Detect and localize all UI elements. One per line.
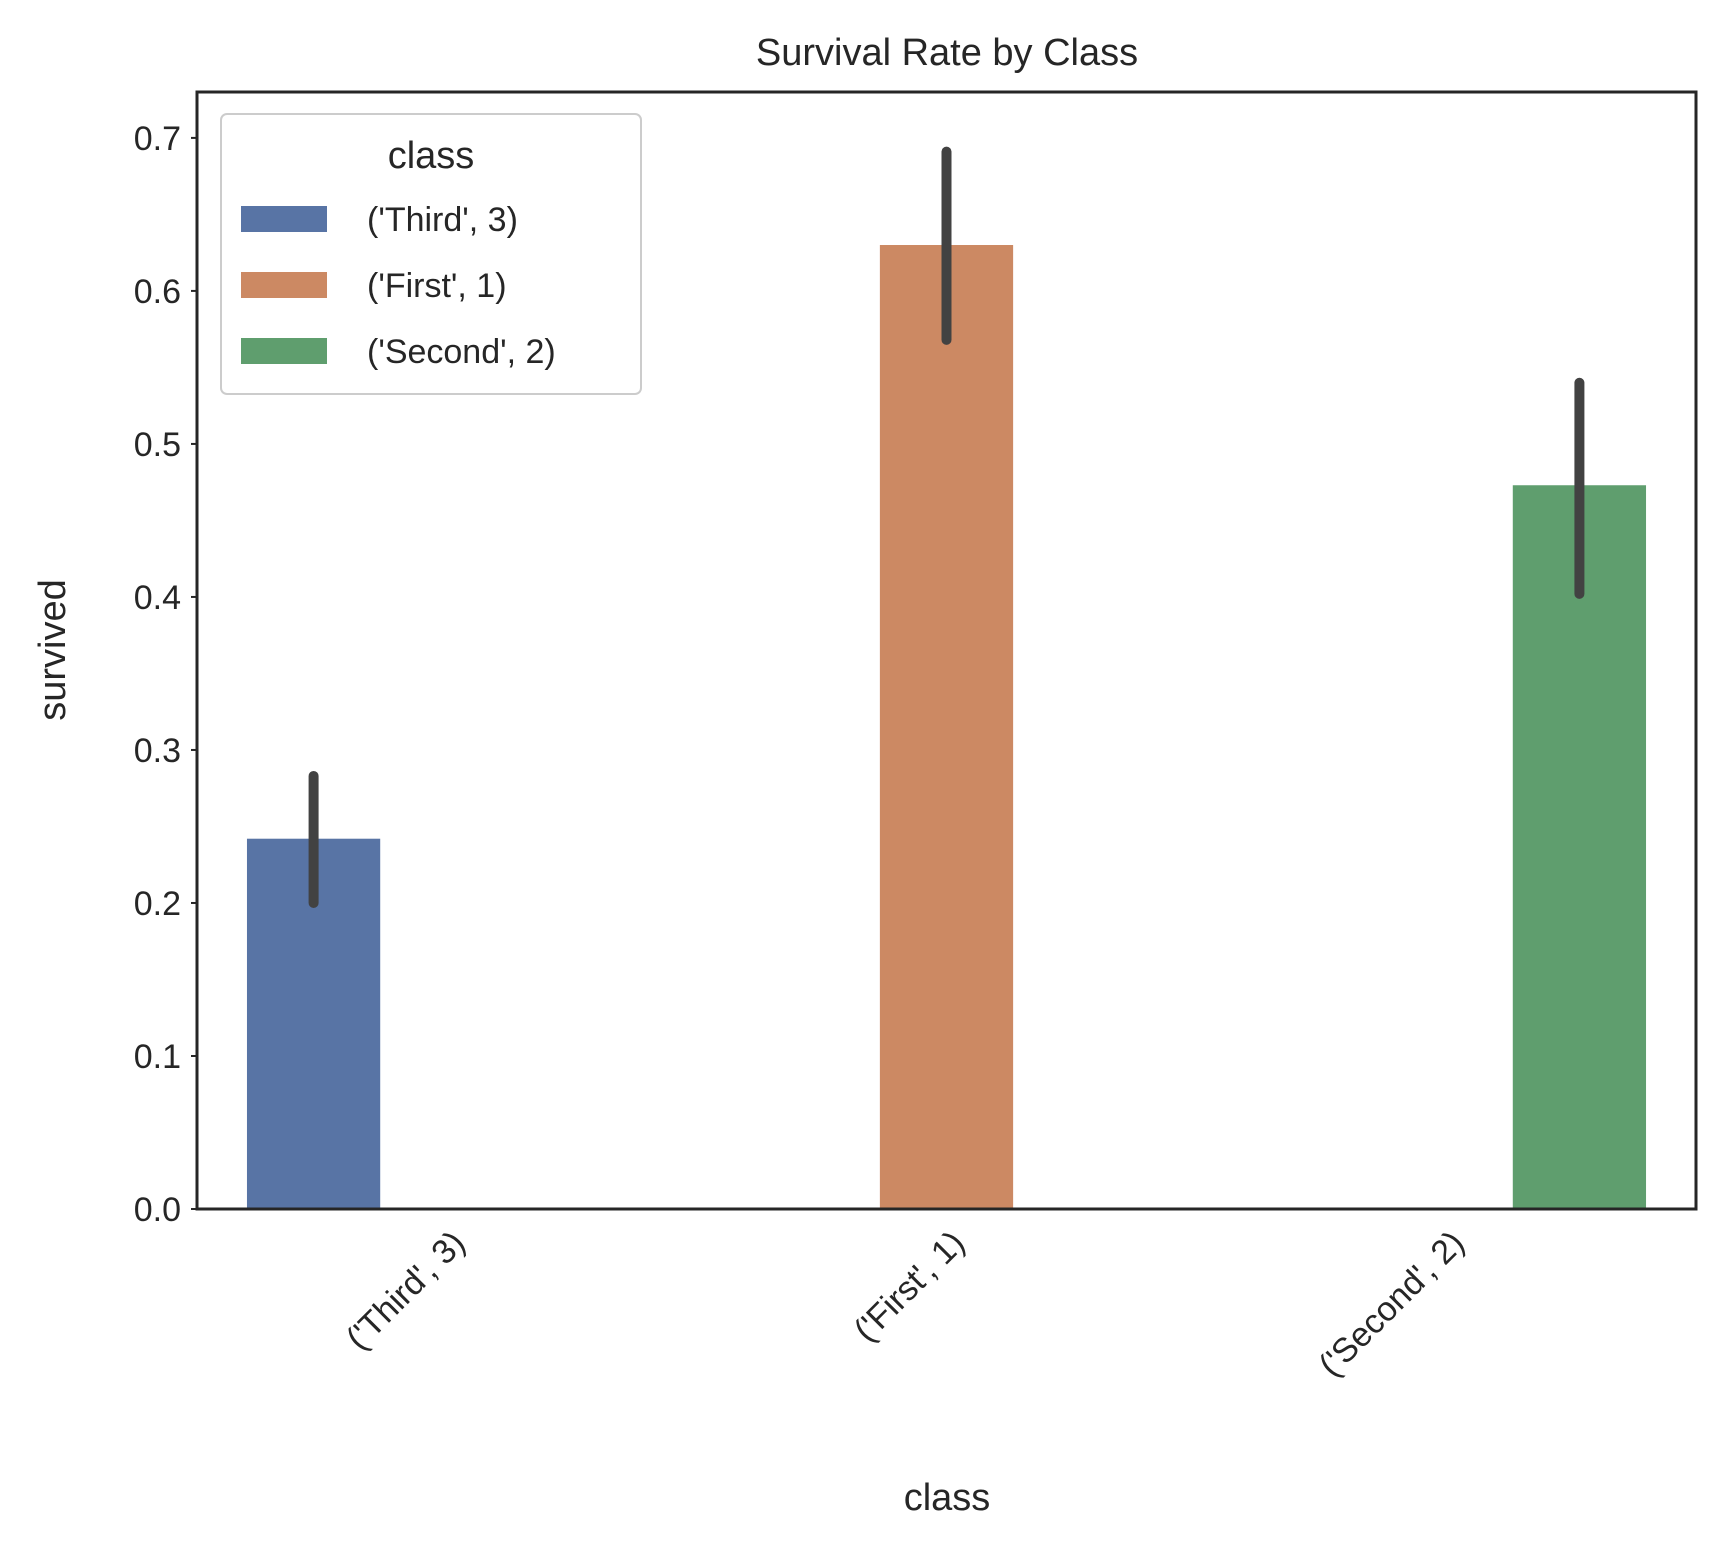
y-tick-label: 0.0	[134, 1191, 181, 1229]
y-tick-label: 0.1	[134, 1038, 181, 1076]
bar	[879, 245, 1014, 1210]
y-tick-label: 0.6	[134, 273, 181, 311]
y-tick-label: 0.3	[134, 732, 181, 770]
legend-box	[220, 113, 642, 395]
y-tick-label: 0.2	[134, 885, 181, 923]
legend-entries: ('Third', 3) ('First', 1) ('Second', 2)	[241, 201, 556, 371]
plot-area	[246, 146, 1647, 1210]
x-axis-label: class	[904, 1477, 991, 1519]
legend-title: class	[388, 135, 475, 177]
legend-swatch	[241, 338, 327, 364]
legend-entry-label: ('Third', 3)	[367, 201, 518, 239]
legend-entry-label: ('First', 1)	[367, 267, 507, 305]
y-tick-label: 0.5	[134, 426, 181, 464]
legend-swatch	[241, 206, 327, 232]
bar	[1512, 485, 1647, 1209]
legend-entry-label: ('Second', 2)	[367, 333, 556, 371]
y-tick-label: 0.4	[134, 579, 181, 617]
legend-swatch	[241, 272, 327, 298]
y-axis-label: survived	[32, 579, 74, 721]
y-axis: 0.0 0.1 0.2 0.3 0.4 0.5 0.6 0.7	[134, 120, 197, 1229]
y-tick-label: 0.7	[134, 120, 181, 158]
chart-title: Survival Rate by Class	[756, 32, 1138, 74]
plot-frame	[195, 90, 1698, 1211]
legend: class ('Third', 3) ('First', 1) ('Second',…	[220, 113, 642, 395]
